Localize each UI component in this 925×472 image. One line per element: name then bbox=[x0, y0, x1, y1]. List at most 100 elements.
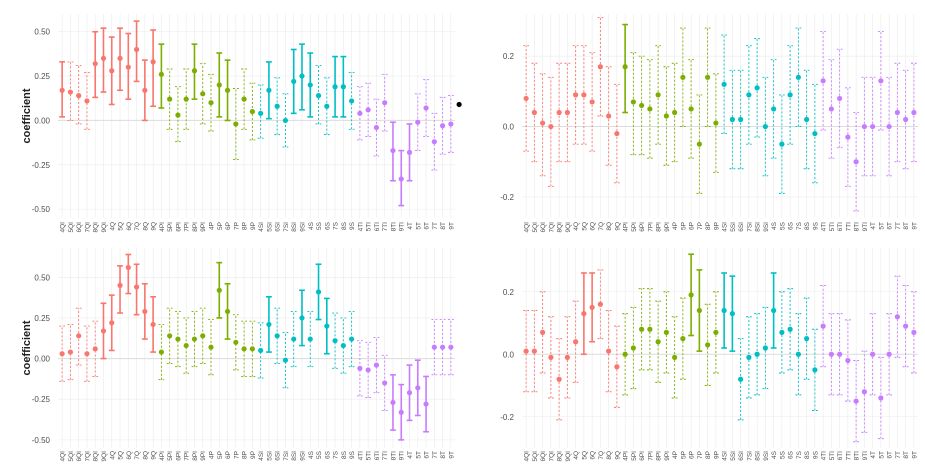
x-tick-label: 8T bbox=[440, 222, 447, 230]
coefficient-point bbox=[258, 347, 264, 354]
x-tick-label: 9QI bbox=[101, 451, 108, 462]
x-tick-label: 8P bbox=[242, 222, 249, 230]
coefficient-point bbox=[382, 100, 388, 106]
coefficient-point bbox=[439, 123, 446, 129]
coefficient-point bbox=[878, 78, 884, 84]
coefficient-point bbox=[886, 351, 892, 357]
coefficient-point bbox=[100, 328, 107, 334]
x-tick-label: 9QI bbox=[565, 222, 572, 233]
x-tick-label: 7T bbox=[432, 222, 439, 230]
x-tick-label: 8SI bbox=[291, 222, 298, 232]
coefficient-point bbox=[746, 354, 752, 360]
x-tick-label: 7TI bbox=[382, 451, 389, 461]
x-tick-label: 6QI bbox=[540, 222, 547, 233]
coefficient-point bbox=[158, 71, 164, 77]
coefficient-point bbox=[208, 100, 214, 106]
x-tick-label: 8Q bbox=[606, 222, 613, 231]
x-tick-label: 9T bbox=[911, 451, 918, 459]
coefficient-point bbox=[125, 64, 131, 70]
coefficient-point bbox=[771, 307, 777, 314]
coefficient-point bbox=[688, 292, 694, 298]
coefficient-point bbox=[282, 357, 289, 363]
x-tick-label: 6SI bbox=[275, 451, 282, 461]
x-tick-label: 8PI bbox=[656, 222, 663, 232]
coefficient-point bbox=[208, 344, 214, 350]
x-tick-label: 6Q bbox=[126, 451, 133, 460]
x-tick-label: 7PI bbox=[184, 222, 191, 232]
x-tick-label: 5T bbox=[878, 222, 885, 230]
x-tick-label: 8Q bbox=[142, 222, 149, 231]
coefficient-point bbox=[183, 342, 189, 349]
x-tick-label: 5Q bbox=[581, 451, 588, 460]
coefficient-point bbox=[324, 103, 330, 109]
x-tick-label: 7P bbox=[697, 451, 704, 459]
coefficient-point bbox=[861, 123, 867, 130]
coefficient-point bbox=[787, 92, 793, 98]
coefficient-point bbox=[597, 64, 603, 70]
x-tick-label: 4Q bbox=[573, 451, 580, 460]
coefficient-point bbox=[456, 101, 462, 108]
y-tick-label: 0.2 bbox=[503, 288, 515, 297]
x-tick-label: 5Q bbox=[118, 222, 125, 231]
coefficient-point bbox=[754, 351, 760, 357]
coefficient-point bbox=[406, 149, 413, 155]
x-tick-label: 8Q bbox=[142, 451, 149, 460]
x-tick-label: 5SI bbox=[730, 222, 737, 232]
x-tick-label: 5PI bbox=[631, 451, 638, 461]
coefficient-point bbox=[680, 336, 686, 342]
x-tick-label: 5T bbox=[415, 451, 422, 459]
coefficient-point bbox=[133, 284, 140, 290]
x-tick-label: 6TI bbox=[374, 222, 381, 232]
coefficient-point bbox=[795, 351, 801, 357]
x-tick-label: 5TI bbox=[829, 222, 836, 232]
coefficient-point bbox=[291, 78, 297, 85]
coefficient-point bbox=[241, 346, 247, 352]
coefficient-point bbox=[249, 346, 255, 352]
coefficient-point bbox=[614, 130, 620, 137]
x-tick-label: 9SI bbox=[763, 222, 770, 232]
coefficient-point bbox=[828, 106, 834, 112]
x-tick-label: 6P bbox=[689, 451, 696, 459]
x-tick-label: 6QI bbox=[76, 451, 83, 462]
coefficient-point bbox=[655, 339, 661, 345]
y-tick-label: -0.25 bbox=[32, 161, 51, 170]
y-tick-label: 0.0 bbox=[503, 350, 515, 359]
x-tick-label: 6S bbox=[324, 450, 331, 459]
x-tick-label: 8QI bbox=[93, 222, 100, 233]
coefficient-point bbox=[606, 113, 612, 119]
coefficient-point bbox=[845, 134, 851, 140]
y-tick-label: -0.2 bbox=[500, 193, 514, 202]
coefficient-point bbox=[175, 112, 181, 118]
coefficient-point bbox=[523, 95, 529, 102]
coefficient-point bbox=[894, 109, 900, 116]
coefficient-point bbox=[564, 109, 570, 116]
x-tick-label: 8SI bbox=[755, 451, 762, 461]
coefficient-point bbox=[167, 96, 173, 102]
x-tick-label: 7P bbox=[697, 222, 704, 230]
x-tick-label: 8TI bbox=[390, 451, 397, 461]
y-axis-label: coefficient bbox=[21, 88, 33, 143]
coefficient-point bbox=[76, 93, 82, 99]
x-tick-label: 6T bbox=[887, 222, 894, 230]
coefficient-point bbox=[349, 336, 355, 342]
x-tick-label: 8P bbox=[242, 451, 249, 459]
x-tick-label: 9SI bbox=[299, 222, 306, 232]
y-tick-label: 0.25 bbox=[34, 72, 50, 81]
x-tick-label: 6P bbox=[225, 222, 232, 230]
x-tick-label: 5P bbox=[217, 222, 224, 230]
y-tick-label: -0.50 bbox=[32, 436, 51, 445]
x-tick-label: 7P bbox=[233, 222, 240, 230]
coefficient-point bbox=[282, 117, 289, 124]
coefficient-point bbox=[738, 116, 744, 123]
x-tick-label: 7S bbox=[796, 221, 803, 230]
y-tick-label: 0.50 bbox=[34, 28, 50, 37]
coefficient-point bbox=[233, 121, 239, 127]
x-tick-label: 8P bbox=[705, 451, 712, 459]
coefficient-point bbox=[911, 109, 917, 116]
coefficient-point bbox=[191, 68, 198, 74]
x-tick-label: 9PI bbox=[664, 451, 671, 461]
coefficient-point bbox=[878, 395, 884, 401]
coefficient-point bbox=[655, 92, 661, 98]
x-tick-label: 8S bbox=[341, 450, 348, 459]
coefficient-point bbox=[861, 389, 867, 395]
